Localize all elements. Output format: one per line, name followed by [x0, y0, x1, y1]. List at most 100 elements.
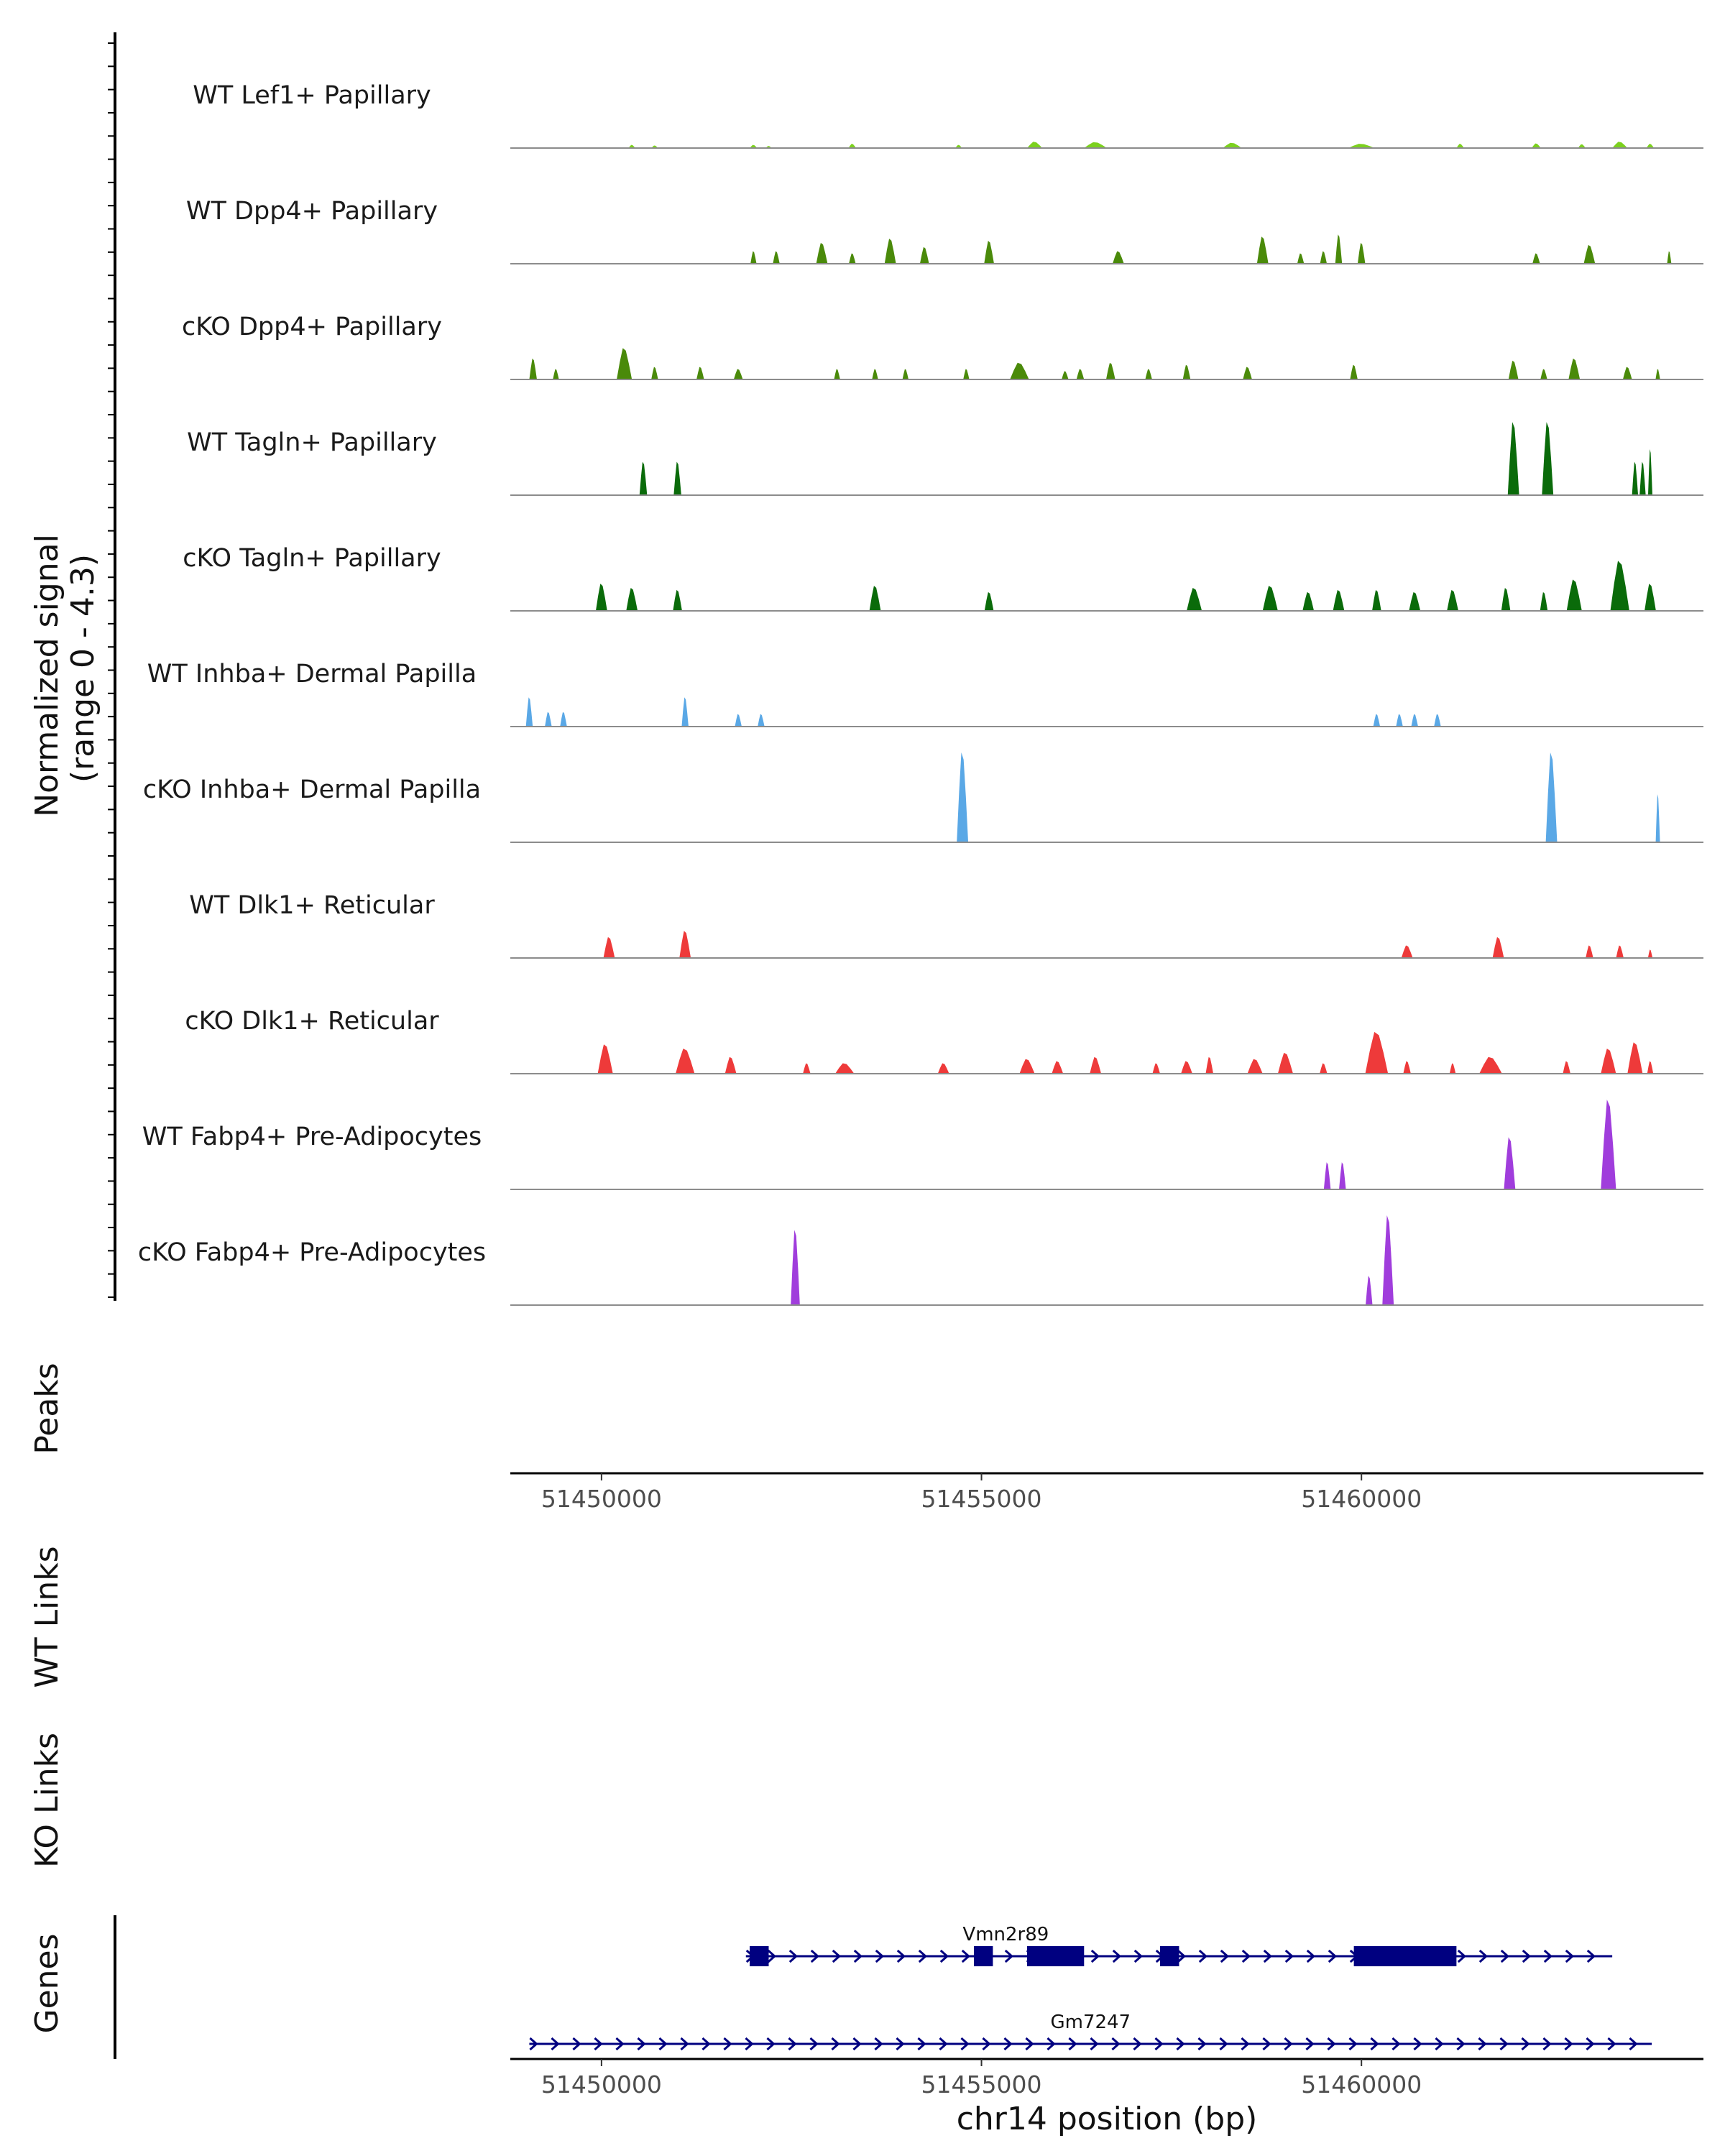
gene-model: Gm7247 [529, 2012, 1652, 2051]
signal-peak [1019, 1059, 1035, 1074]
signal-peak [1396, 714, 1403, 727]
signal-peak [1586, 945, 1593, 958]
signal-peak [1568, 358, 1581, 379]
track-label: cKO Fabp4+ Pre-Adipocytes [138, 1238, 486, 1267]
signal-peak [1357, 242, 1366, 264]
signal-peak [1501, 588, 1511, 611]
signal-peak [1084, 142, 1107, 148]
strand-arrow [1348, 2037, 1358, 2051]
signal-peak [696, 367, 704, 379]
strand-arrow [1542, 2037, 1552, 2051]
strand-arrow [767, 1949, 777, 1963]
signal-peak [1365, 1031, 1389, 1074]
signal-peak [1540, 369, 1547, 379]
strand-arrow [1003, 2037, 1013, 2051]
exon [973, 1946, 993, 1966]
signal-track: cKO Inhba+ Dermal Papilla [143, 752, 1703, 843]
signal-peak [1566, 579, 1582, 611]
signal-peak [758, 714, 765, 727]
signal-peak [1372, 589, 1381, 611]
signal-peak [791, 1230, 800, 1305]
signal-peak [1616, 945, 1624, 958]
strand-arrow [1004, 1949, 1014, 1963]
strand-arrow [1241, 2037, 1250, 2051]
strand-arrow [1133, 1949, 1144, 1963]
strand-arrow [680, 2037, 689, 2051]
strand-arrow [1198, 1949, 1208, 1963]
gene-model: Vmn2r89 [745, 1924, 1613, 1966]
signal-peak [1456, 144, 1464, 148]
signal-track: WT Lef1+ Papillary [193, 81, 1703, 149]
signal-peak [626, 588, 638, 611]
signal-peak [1105, 362, 1116, 379]
strand-arrow [1090, 2037, 1099, 2051]
signal-peak [675, 1049, 695, 1074]
signal-track: WT Fabp4+ Pre-Adipocytes [142, 1100, 1703, 1190]
signal-track: cKO Tagln+ Papillary [183, 544, 1703, 612]
signal-peak [1532, 253, 1540, 264]
strand-arrow [1328, 1949, 1338, 1963]
strand-arrow [551, 2037, 560, 2051]
wt-links-track: WT Links [29, 1546, 65, 1687]
strand-arrow [853, 1949, 863, 1963]
signal-peak [1479, 1056, 1502, 1074]
signal-peak [1504, 1137, 1516, 1189]
strand-arrow [1111, 2037, 1121, 2051]
strand-arrow [702, 2037, 711, 2051]
signal-peak [1320, 251, 1328, 264]
strand-arrow [637, 2037, 646, 2051]
signal-peak [963, 369, 970, 379]
strand-arrow [1586, 2037, 1595, 2051]
signal-peak [1655, 794, 1660, 842]
signal-peak [1492, 936, 1504, 958]
signal-peak [1647, 949, 1653, 958]
peaks-track: Peaks 51450000 51455000 51460000 [29, 1363, 1703, 1513]
signal-peak [1409, 591, 1421, 611]
signal-peak [1262, 586, 1278, 611]
strand-arrow [939, 2037, 948, 2051]
signal-track: cKO Dpp4+ Papillary [182, 313, 1703, 380]
signal-peak [603, 936, 615, 958]
signal-peak [1411, 714, 1418, 727]
strand-arrow [1133, 2037, 1142, 2051]
strand-arrow [1177, 1949, 1187, 1963]
signal-peak [1052, 1061, 1064, 1074]
signal-peak [1297, 253, 1305, 264]
track-label: cKO Dlk1+ Reticular [185, 1007, 439, 1036]
strand-arrow [1629, 2037, 1638, 2051]
strand-arrow [1413, 2037, 1422, 2051]
signal-peak [1647, 449, 1652, 495]
signal-peak [733, 369, 743, 379]
strand-arrow [1500, 1949, 1510, 1963]
signal-peak [529, 358, 538, 379]
strand-arrow [1327, 2037, 1336, 2051]
signal-peak [1152, 1063, 1161, 1074]
signal-tracks: Normalized signal (range 0 - 4.3) WT Lef… [29, 32, 1703, 1306]
strand-arrow [788, 2037, 797, 2051]
x-tick-label: 51450000 [541, 1485, 662, 1513]
gene-label: Gm7247 [1050, 2012, 1131, 2033]
signal-peak [1540, 591, 1548, 611]
x-tick-label: 51455000 [921, 2070, 1042, 2099]
signal-peak [1542, 422, 1554, 495]
track-label: cKO Inhba+ Dermal Papilla [143, 775, 481, 804]
signal-peak [1578, 144, 1586, 148]
strand-arrow [809, 2037, 819, 2051]
strand-arrow [1305, 2037, 1315, 2051]
signal-peak [617, 348, 632, 379]
strand-arrow [788, 1949, 799, 1963]
strand-arrow [939, 1949, 949, 1963]
signal-peak [902, 369, 909, 379]
signal-peak [1382, 1215, 1394, 1305]
strand-arrow [832, 1949, 842, 1963]
x-tick-label: 51460000 [1301, 1485, 1422, 1513]
signal-peak [1112, 251, 1124, 264]
strand-arrow [1478, 2037, 1487, 2051]
signal-peak [1090, 1056, 1102, 1074]
signal-peak [1532, 143, 1541, 148]
signal-peak [681, 697, 689, 727]
signal-peak [750, 251, 757, 264]
strand-arrow [723, 2037, 732, 2051]
strand-arrow [1090, 1949, 1100, 1963]
